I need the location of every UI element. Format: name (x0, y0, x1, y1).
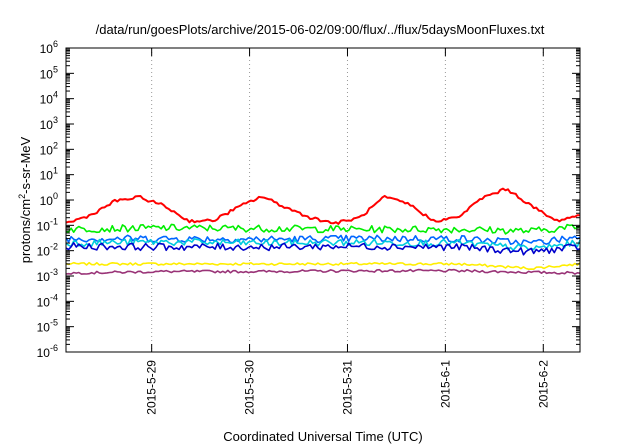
y-tick-base: 10 (40, 42, 54, 56)
y-tick-label: 103 (40, 115, 58, 132)
y-tick-label: 10-1 (37, 216, 58, 233)
series-line (65, 187, 580, 225)
grid-lines (151, 48, 544, 352)
y-tick-label: 100 (40, 191, 58, 208)
y-tick-label: 101 (40, 166, 58, 183)
y-axis-label-after: -s-sr-MeV (18, 136, 33, 193)
y-tick-base: 10 (40, 67, 54, 81)
y-tick-exponent: -5 (50, 318, 58, 328)
y-tick-label: 10-4 (37, 292, 58, 309)
y-tick-exponent: -4 (50, 292, 58, 302)
x-tick-label: 2015-6-2 (536, 360, 550, 408)
y-tick-base: 10 (37, 321, 51, 335)
x-axis-ticks: 2015-5-29 2015-5-30 2015-5-31 2015-6-1 2015-… (145, 48, 550, 415)
y-tick-exponent: -2 (50, 242, 58, 252)
y-tick-base: 10 (40, 169, 54, 183)
series-line (65, 242, 581, 256)
y-tick-base: 10 (37, 219, 51, 233)
y-tick-base: 10 (37, 245, 51, 259)
y-axis-label: protons/cm2-s-sr-MeV (17, 136, 33, 263)
y-tick-base: 10 (37, 346, 51, 360)
y-tick-exponent: -6 (50, 343, 58, 353)
x-tick-label: 2015-6-1 (438, 360, 452, 408)
series-line (65, 238, 581, 251)
series-line (65, 261, 581, 271)
y-tick-label: 106 (40, 39, 58, 56)
y-tick-label: 10-2 (37, 242, 58, 259)
y-tick-base: 10 (40, 143, 54, 157)
y-tick-exponent: 6 (53, 39, 58, 49)
chart-title: /data/run/goesPlots/archive/2015-06-02/0… (96, 22, 545, 37)
y-tick-exponent: -1 (50, 216, 58, 226)
y-tick-label: 10-6 (37, 343, 58, 360)
x-tick-label: 2015-5-30 (243, 360, 257, 415)
y-tick-label: 105 (40, 64, 58, 81)
y-tick-exponent: 1 (53, 166, 58, 176)
y-tick-label: 10-3 (37, 267, 58, 284)
y-tick-exponent: 5 (53, 64, 58, 74)
y-tick-base: 10 (37, 295, 51, 309)
y-tick-base: 10 (40, 194, 54, 208)
y-tick-exponent: 2 (53, 140, 58, 150)
y-tick-base: 10 (40, 118, 54, 132)
plot-frame (65, 47, 581, 353)
y-tick-exponent: 3 (53, 115, 58, 125)
y-tick-label: 10-5 (37, 318, 58, 335)
y-tick-exponent: 0 (53, 191, 58, 201)
y-tick-exponent: 4 (53, 90, 58, 100)
series-line (65, 268, 581, 275)
x-tick-label: 2015-5-29 (145, 360, 159, 415)
y-tick-base: 10 (40, 93, 54, 107)
y-tick-label: 102 (40, 140, 58, 157)
x-tick-label: 2015-5-31 (340, 360, 354, 415)
series-line (65, 223, 581, 235)
y-axis-label-before: protons/cm (18, 199, 33, 263)
y-tick-label: 104 (40, 90, 58, 107)
series-layer (65, 187, 581, 275)
y-tick-base: 10 (37, 270, 51, 284)
y-axis-ticks: 10610510410310210110010-110-210-310-410-… (37, 39, 580, 360)
y-tick-exponent: -3 (50, 267, 58, 277)
x-axis-label: Coordinated Universal Time (UTC) (223, 429, 422, 444)
y-axis-label-sup: 2 (17, 194, 27, 199)
